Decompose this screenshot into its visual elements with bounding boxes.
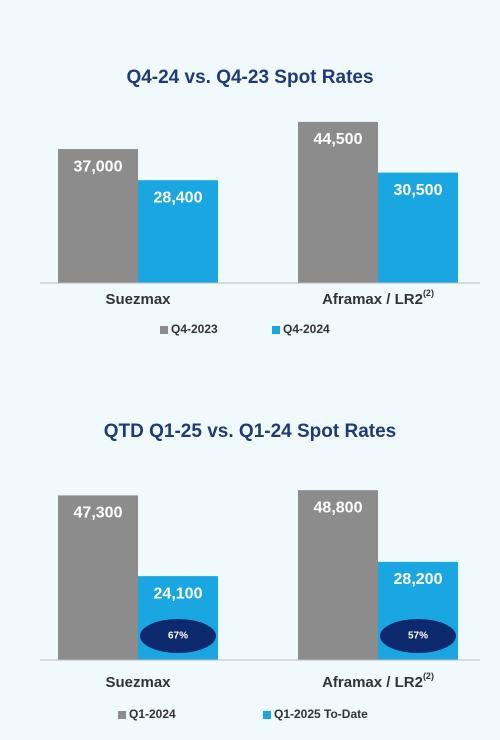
legend-swatch (118, 711, 126, 719)
category-name: Aframax / LR2 (322, 291, 423, 308)
badge-label: 67% (168, 631, 188, 642)
legend-label: Q4-2023 (171, 322, 218, 336)
bar (298, 121, 378, 283)
category-note: (2) (423, 671, 434, 681)
value-label: 47,300 (74, 505, 123, 522)
legend-swatch (263, 711, 271, 719)
legend-label: Q1-2025 To-Date (274, 707, 368, 721)
legend-swatch (272, 326, 280, 334)
category-name: Aframax / LR2 (322, 674, 423, 691)
x-tick-label: Suezmax (105, 674, 171, 691)
category-name: Suezmax (105, 291, 171, 308)
bar (58, 495, 138, 660)
legend-label: Q1-2024 (129, 707, 176, 721)
chart-title: Q4-24 vs. Q4-23 Spot Rates (126, 67, 373, 88)
badge (140, 619, 216, 653)
value-label: 48,800 (314, 499, 363, 516)
legend-label: Q4-2024 (283, 322, 330, 336)
x-tick-label: Suezmax (105, 291, 171, 308)
badge (380, 619, 456, 653)
bar (138, 180, 218, 283)
value-label: 28,200 (394, 571, 443, 588)
legend-swatch (160, 326, 168, 334)
bar (378, 172, 458, 283)
x-tick-label: Aframax / LR2(2) (322, 288, 434, 308)
value-label: 44,500 (314, 131, 363, 148)
value-label: 30,500 (394, 182, 443, 199)
chart-title: QTD Q1-25 vs. Q1-24 Spot Rates (104, 421, 397, 442)
bar (58, 149, 138, 283)
category-name: Suezmax (105, 674, 171, 691)
value-label: 28,400 (154, 189, 203, 206)
value-label: 24,100 (154, 585, 203, 602)
value-label: 37,000 (74, 158, 123, 175)
bar (298, 490, 378, 660)
x-tick-label: Aframax / LR2(2) (322, 671, 434, 691)
category-note: (2) (423, 288, 434, 298)
badge-label: 57% (408, 631, 428, 642)
